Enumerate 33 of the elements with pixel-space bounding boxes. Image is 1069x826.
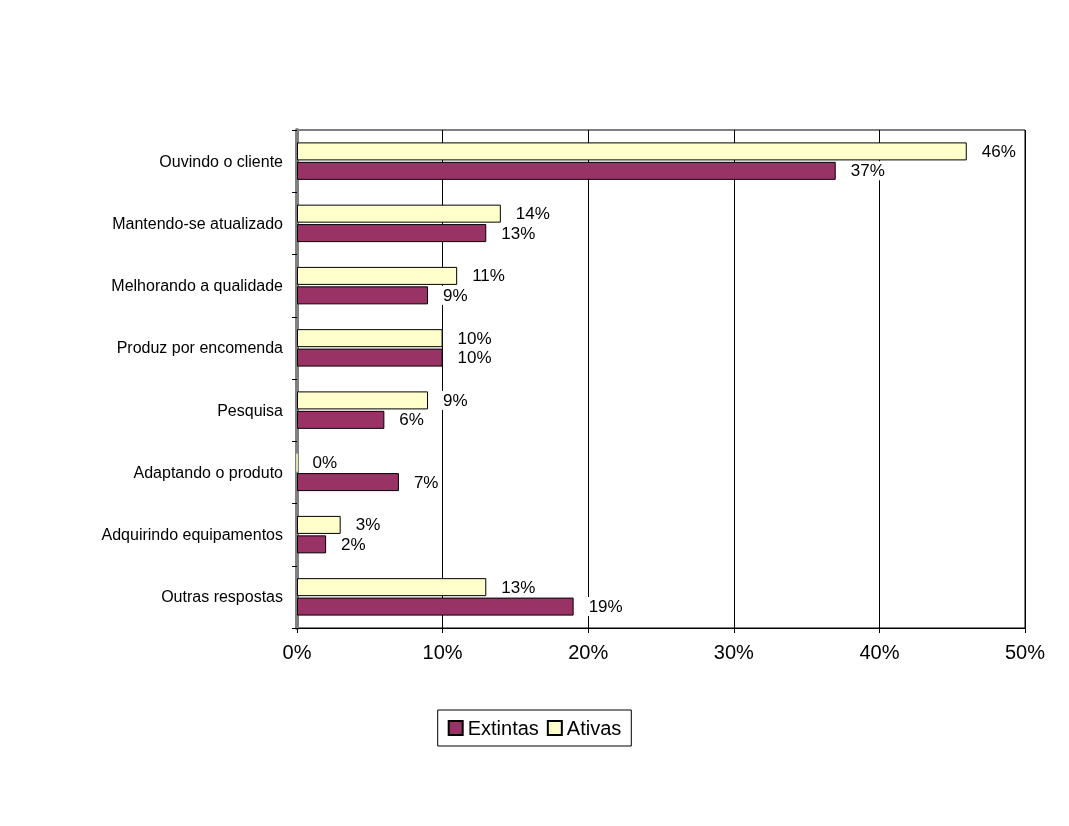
- x-tick-label: 40%: [859, 641, 900, 663]
- y-tick-label: Produz por encomenda: [116, 339, 284, 357]
- y-tick-label: Adquirindo equipamentos: [101, 526, 283, 544]
- x-tick-label: 10%: [422, 641, 463, 663]
- data-label: 13%: [501, 223, 536, 243]
- y-tick-label: Melhorando a qualidade: [111, 277, 284, 295]
- data-label: 13%: [501, 577, 536, 597]
- data-label: 3%: [355, 515, 381, 535]
- y-tick-label: Pesquisa: [217, 401, 284, 419]
- data-label: 37%: [850, 161, 885, 181]
- x-tick-label: 50%: [1004, 641, 1046, 663]
- data-label: 10%: [457, 328, 492, 348]
- data-label: 19%: [588, 597, 623, 617]
- data-label: 6%: [399, 410, 424, 430]
- x-tick-label: 0%: [282, 641, 312, 663]
- legend-label: Ativas: [566, 717, 622, 739]
- data-label: 11%: [472, 266, 505, 286]
- x-tick-label: 30%: [713, 641, 755, 663]
- data-label: 7%: [413, 472, 439, 492]
- legend-label: Extintas: [467, 717, 539, 739]
- data-label: 10%: [457, 348, 492, 368]
- y-tick-label: Mantendo-se atualizado: [112, 214, 284, 232]
- data-label: 46%: [981, 141, 1016, 161]
- y-tick-label: Ouvindo o cliente: [159, 152, 284, 170]
- data-label: 9%: [443, 285, 468, 305]
- data-label: 2%: [341, 534, 366, 554]
- data-label: 9%: [443, 390, 468, 410]
- y-tick-label: Adaptando o produto: [133, 463, 284, 481]
- y-tick-label: Outras respostas: [161, 588, 283, 606]
- data-label: 0%: [312, 453, 338, 473]
- x-tick-label: 20%: [568, 641, 609, 663]
- bar: [297, 473, 399, 492]
- data-label: 14%: [515, 204, 550, 224]
